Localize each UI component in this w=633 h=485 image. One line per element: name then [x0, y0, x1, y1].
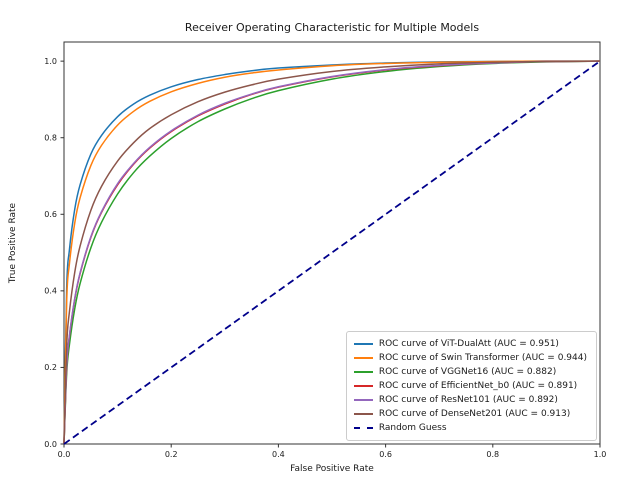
- x-tick-label: 0.2: [165, 450, 178, 459]
- legend-label-vit-dualatt: ROC curve of ViT-DualAtt (AUC = 0.951): [378, 338, 559, 349]
- legend-label-efficientnet-b0: ROC curve of EfficientNet_b0 (AUC = 0.89…: [378, 380, 578, 391]
- y-tick-label: 0.6: [44, 210, 57, 219]
- x-tick-label: 0.4: [272, 450, 285, 459]
- plot-area: 0.0 0.2 0.4 0.6 0.8 1.0 0.0 0.2 0.4 0.6 0.8 1.0: [44, 41, 607, 459]
- x-tick-label: 0.6: [379, 450, 392, 459]
- legend-line-sample-vit-dualatt: [353, 343, 373, 345]
- x-tick-label: 1.0: [594, 450, 607, 459]
- y-tick-label: 0.0: [44, 440, 57, 449]
- legend-item-resnet101: ROC curve of ResNet101 (AUC = 0.892): [353, 393, 587, 407]
- roc-curve-resnet101: [63, 60, 601, 445]
- legend-label-densenet201: ROC curve of DenseNet201 (AUC = 0.913): [378, 408, 571, 419]
- legend-line-sample-vggnet16: [353, 371, 373, 373]
- legend-item-swin-transformer: ROC curve of Swin Transformer (AUC = 0.9…: [353, 351, 587, 365]
- roc-curve-vggnet16: [63, 60, 601, 445]
- y-axis-label: True Positive Rate: [8, 202, 18, 284]
- legend: ROC curve of ViT-DualAtt (AUC = 0.951) RO…: [345, 331, 597, 441]
- legend-line-sample-efficientnet-b0: [353, 385, 373, 387]
- legend-item-vit-dualatt: ROC curve of ViT-DualAtt (AUC = 0.951): [353, 337, 587, 351]
- y-tick-label: 0.2: [44, 363, 57, 372]
- y-tick-label: 1.0: [44, 57, 57, 66]
- roc-curve-swin-transformer: [63, 60, 601, 445]
- x-tick-label: 0.8: [486, 450, 499, 459]
- legend-label-swin-transformer: ROC curve of Swin Transformer (AUC = 0.9…: [378, 352, 587, 363]
- legend-line-sample-densenet201: [353, 413, 373, 415]
- legend-label-resnet101: ROC curve of ResNet101 (AUC = 0.892): [378, 394, 558, 405]
- y-tick-label: 0.4: [44, 287, 57, 296]
- legend-line-sample-swin-transformer: [353, 357, 373, 359]
- legend-label-random-guess: Random Guess: [378, 422, 447, 433]
- y-tick-label: 0.8: [44, 134, 57, 143]
- axes-spines: [63, 41, 601, 445]
- legend-item-efficientnet-b0: ROC curve of EfficientNet_b0 (AUC = 0.89…: [353, 379, 587, 393]
- x-axis-label: False Positive Rate: [290, 464, 374, 474]
- roc-curve-densenet201: [63, 60, 601, 445]
- chart-title: Receiver Operating Characteristic for Mu…: [185, 21, 479, 34]
- legend-item-vggnet16: ROC curve of VGGNet16 (AUC = 0.882): [353, 365, 587, 379]
- legend-line-sample-random-guess: [353, 427, 373, 429]
- legend-item-densenet201: ROC curve of DenseNet201 (AUC = 0.913): [353, 407, 587, 421]
- x-tick-label: 0.0: [58, 450, 71, 459]
- legend-line-sample-resnet101: [353, 399, 373, 401]
- legend-item-random-guess: Random Guess: [353, 421, 587, 435]
- legend-label-vggnet16: ROC curve of VGGNet16 (AUC = 0.882): [378, 366, 557, 377]
